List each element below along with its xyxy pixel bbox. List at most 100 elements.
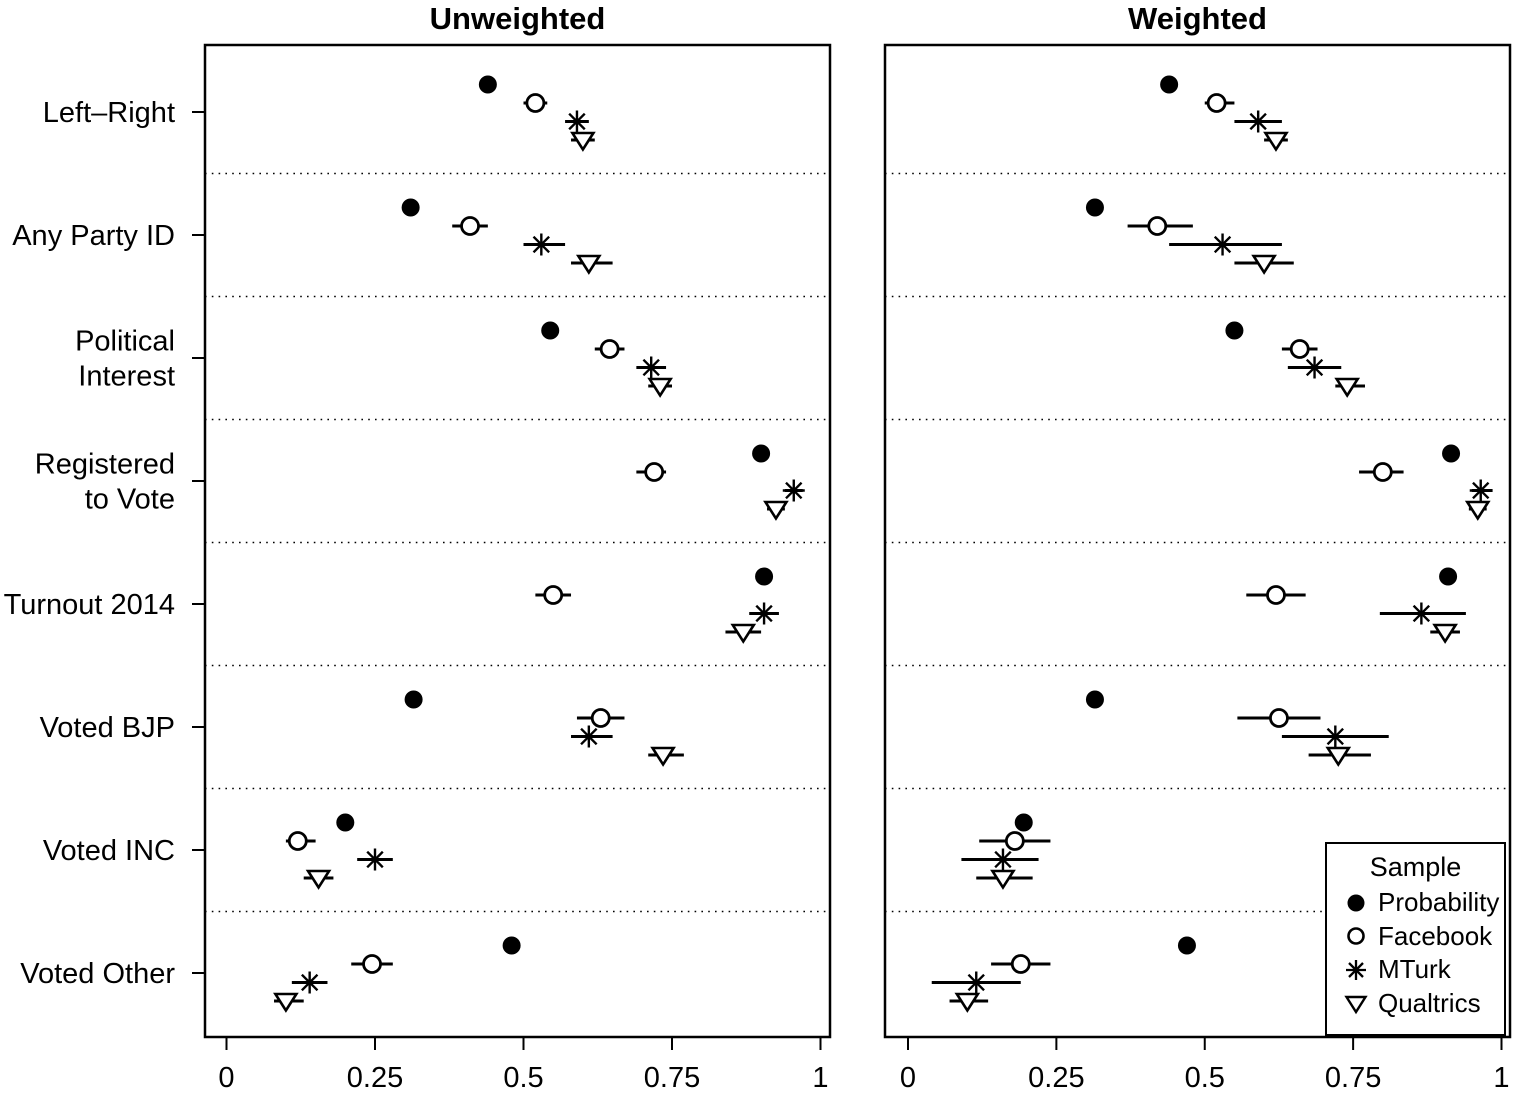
marker-open-circle <box>1010 954 1031 974</box>
marker-asterisk <box>965 971 988 994</box>
legend-item-label: MTurk <box>1378 954 1451 985</box>
marker-open-circle <box>543 585 564 605</box>
marker-open-triangle-down <box>1251 254 1277 275</box>
marker-open-circle <box>1266 585 1286 605</box>
marker-asterisk <box>782 479 805 502</box>
marker-asterisk <box>565 110 588 133</box>
marker-asterisk <box>364 848 386 871</box>
marker-filled-circle <box>1085 690 1104 709</box>
marker-open-circle <box>1147 216 1168 236</box>
marker-asterisk <box>1410 602 1433 625</box>
category-label: Any Party ID <box>12 220 175 252</box>
marker-open-triangle-down <box>763 500 789 521</box>
marker-filled-circle <box>478 75 497 94</box>
marker-asterisk <box>1469 479 1492 502</box>
marker-asterisk <box>991 848 1014 871</box>
marker-open-circle <box>287 831 308 851</box>
marker-asterisk <box>1303 356 1326 379</box>
marker-open-triangle-down <box>273 992 299 1013</box>
marker-filled-circle <box>336 813 355 832</box>
marker-open-triangle-down <box>954 992 981 1013</box>
marker-open-triangle-down <box>305 869 332 890</box>
marker-asterisk <box>530 233 553 256</box>
category-label: to Vote <box>85 484 175 516</box>
filled-circle-icon <box>1347 894 1365 912</box>
category-label: Turnout 2014 <box>4 589 175 621</box>
marker-filled-circle <box>752 444 771 463</box>
marker-filled-circle <box>1442 444 1461 463</box>
marker-asterisk <box>753 602 776 625</box>
marker-open-triangle-down <box>1432 623 1458 644</box>
panel-title-unweighted: Unweighted <box>429 1 606 36</box>
x-axis-tick-label: 0 <box>900 1062 916 1094</box>
marker-open-triangle-down <box>1263 131 1289 152</box>
marker-open-circle <box>1004 831 1025 851</box>
x-axis-tick-label: 0.5 <box>503 1062 543 1094</box>
legend: Sample Probability Facebook MTurk Qualtr… <box>1325 842 1506 1036</box>
panel-border <box>883 43 1512 1039</box>
marker-filled-circle <box>401 198 420 217</box>
marker-filled-circle <box>404 690 423 709</box>
marker-asterisk <box>298 971 321 994</box>
marker-open-circle <box>1372 462 1393 482</box>
asterisk-icon <box>1346 959 1366 980</box>
marker-asterisk <box>640 356 663 379</box>
marker-open-triangle-down <box>730 623 757 644</box>
category-label: Voted Other <box>20 958 175 990</box>
x-axis-tick-label: 0.25 <box>347 1062 403 1094</box>
marker-filled-circle <box>541 321 560 340</box>
category-label: Left–Right <box>43 97 175 129</box>
category-label: Registered <box>35 449 175 481</box>
marker-filled-circle <box>502 936 521 955</box>
marker-open-triangle-down <box>575 254 602 275</box>
panel-title-weighted: Weighted <box>1128 1 1267 36</box>
marker-open-circle <box>644 462 665 482</box>
legend-item-label: Probability <box>1378 887 1500 918</box>
marker-filled-circle <box>755 567 774 586</box>
marker-open-circle <box>1206 93 1227 113</box>
legend-item-qualtrics: Qualtrics <box>1327 987 1504 1021</box>
x-axis-tick-label: 1 <box>812 1062 828 1094</box>
marker-open-circle <box>525 93 546 113</box>
x-axis-tick-label: 0 <box>218 1062 234 1094</box>
marker-open-circle <box>460 216 480 236</box>
category-label: Political <box>75 326 175 358</box>
category-label: Voted INC <box>43 835 175 867</box>
legend-item-mturk: MTurk <box>1327 953 1504 987</box>
marker-open-circle <box>599 339 620 359</box>
marker-filled-circle <box>1014 813 1033 832</box>
marker-asterisk <box>1211 233 1234 256</box>
open-triangle-down-icon <box>1344 996 1368 1015</box>
marker-filled-circle <box>1085 198 1104 217</box>
marker-open-circle <box>362 954 382 974</box>
x-axis-tick-label: 0.75 <box>644 1062 700 1094</box>
marker-filled-circle <box>1439 567 1458 586</box>
x-axis-tick-label: 0.75 <box>1325 1062 1381 1094</box>
marker-open-circle <box>590 708 611 728</box>
marker-open-triangle-down <box>990 869 1016 890</box>
legend-item-label: Facebook <box>1378 920 1493 951</box>
legend-title: Sample <box>1369 852 1462 882</box>
marker-asterisk <box>1324 725 1347 748</box>
marker-filled-circle <box>1177 936 1196 955</box>
marker-open-circle <box>1269 708 1289 728</box>
panel-border <box>203 43 832 1039</box>
marker-open-triangle-down <box>1325 746 1352 767</box>
marker-filled-circle <box>1160 75 1179 94</box>
x-axis-tick-label: 0.5 <box>1185 1062 1225 1094</box>
open-circle-icon <box>1347 927 1365 946</box>
marker-asterisk <box>577 725 600 748</box>
marker-asterisk <box>1247 110 1270 133</box>
x-axis-tick-label: 1 <box>1493 1062 1509 1094</box>
marker-open-triangle-down <box>1464 500 1491 521</box>
category-label: Interest <box>78 361 175 393</box>
legend-item-facebook: Facebook <box>1327 920 1504 954</box>
marker-open-triangle-down <box>650 746 676 767</box>
marker-open-triangle-down <box>647 377 673 398</box>
marker-open-triangle-down <box>570 131 596 152</box>
legend-item-probability: Probability <box>1327 886 1504 920</box>
marker-open-circle <box>1289 339 1310 359</box>
category-label: Voted BJP <box>40 712 175 744</box>
